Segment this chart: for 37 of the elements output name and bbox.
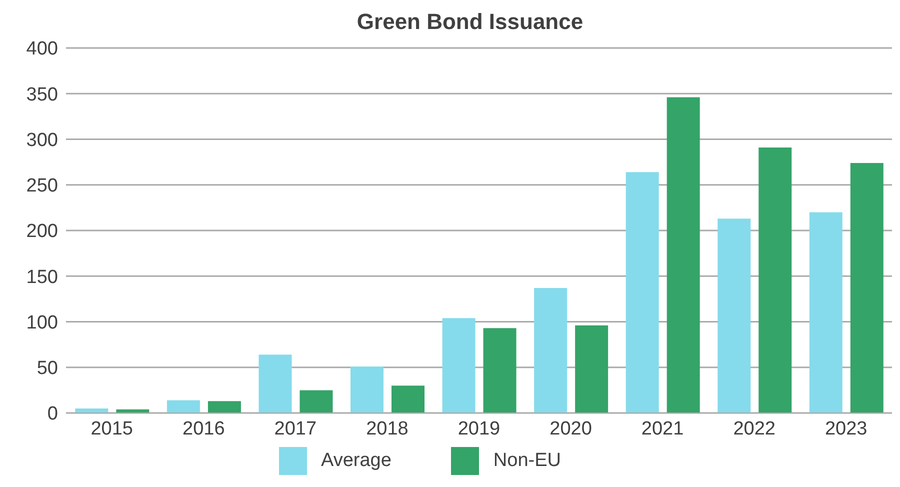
legend-label: Average — [320, 450, 392, 472]
x-tick-label: 2015 — [90, 418, 134, 440]
x-tick-label: 2017 — [274, 418, 317, 440]
x-tick-label: 2019 — [458, 418, 500, 440]
bar — [258, 354, 292, 413]
y-tick-label: 400 — [26, 38, 58, 60]
y-tick-label: 300 — [26, 130, 58, 151]
y-tick-label: 50 — [36, 358, 58, 380]
bar — [718, 218, 751, 413]
legend-label: Non-EU — [493, 450, 561, 472]
y-tick-label: 100 — [26, 312, 58, 334]
bar — [758, 147, 792, 413]
bar — [666, 97, 700, 413]
bar — [300, 390, 333, 413]
bar — [442, 318, 476, 413]
bar — [850, 162, 884, 413]
bar — [350, 366, 384, 413]
bar — [534, 288, 568, 413]
x-tick-label: 2023 — [824, 418, 868, 440]
bar — [166, 400, 200, 413]
bar — [483, 328, 516, 413]
bar — [626, 172, 659, 413]
chart-title: Green Bond Issuance — [356, 8, 584, 36]
y-tick-label: 350 — [26, 84, 58, 106]
x-tick-label: 2020 — [550, 418, 592, 440]
y-tick-label: 200 — [26, 221, 58, 242]
bar — [208, 401, 241, 413]
x-tick-label: 2021 — [641, 418, 684, 440]
x-tick-label: 2016 — [182, 418, 225, 440]
x-tick-label: 2018 — [366, 418, 408, 440]
bar — [809, 212, 842, 413]
x-tick-label: 2022 — [733, 418, 776, 440]
bar — [575, 325, 608, 413]
y-tick-label: 0 — [47, 404, 58, 425]
bar — [392, 386, 425, 413]
y-tick-label: 250 — [26, 176, 58, 197]
y-tick-label: 150 — [26, 266, 58, 288]
